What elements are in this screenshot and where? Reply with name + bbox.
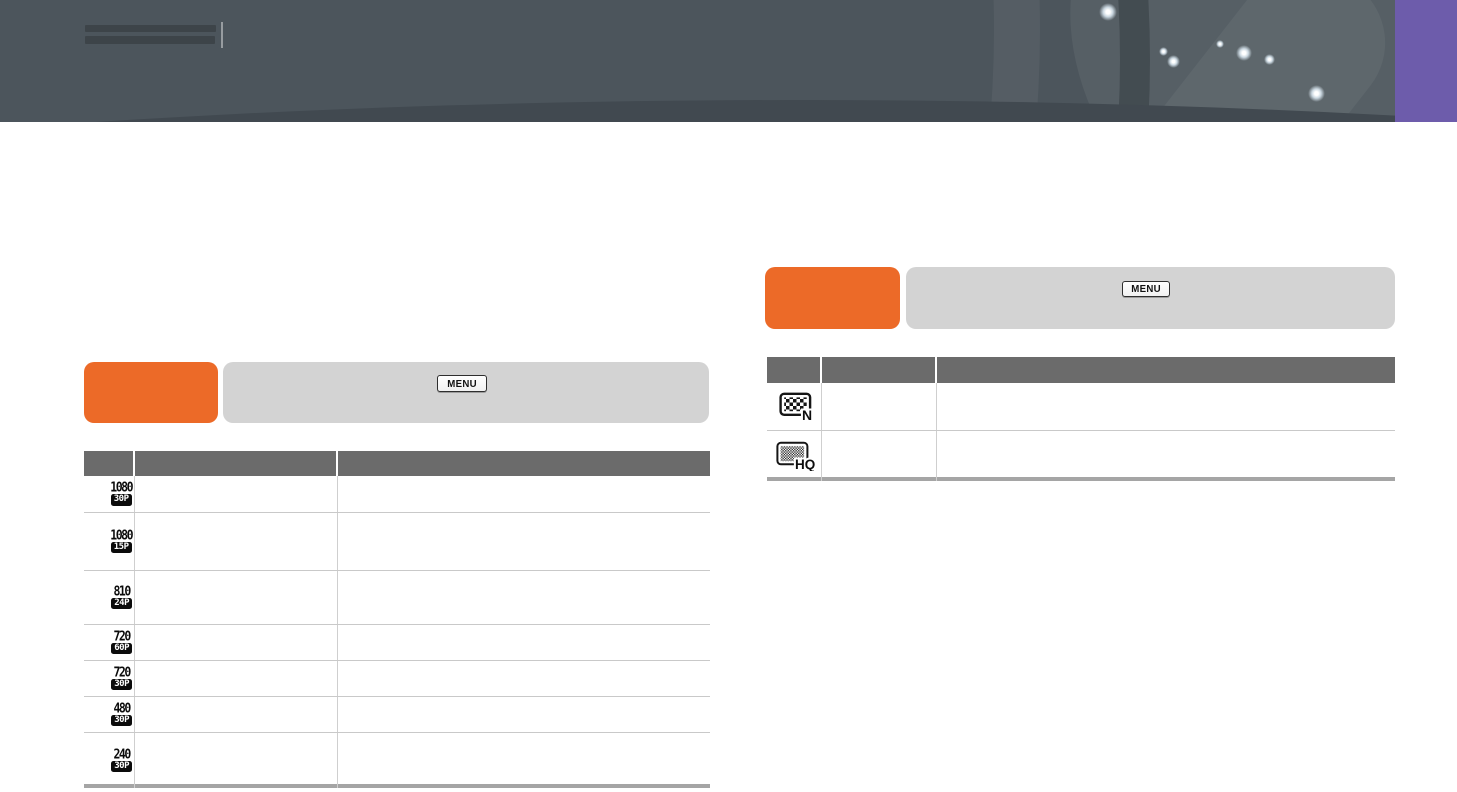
- icon-resolution-text: 1080: [110, 479, 133, 496]
- header-subtitle-placeholder: [85, 36, 215, 44]
- header-cell-description: [937, 357, 1395, 383]
- video-size-810-24p-icon: 810 24P: [111, 582, 132, 610]
- icon-resolution-text: 480: [113, 699, 131, 716]
- description-cell: [338, 733, 710, 788]
- video-quality-hq-icon: HQ HQ: [776, 441, 817, 471]
- quality-cell: [822, 383, 937, 430]
- icon-resolution-text: 720: [113, 627, 131, 644]
- header-sparkle-dot: [1236, 45, 1252, 61]
- video-quality-normal-icon: N N: [779, 392, 814, 422]
- header-cell-icon: [84, 451, 135, 476]
- page-header: [0, 0, 1457, 122]
- table-row: 240 30P: [84, 733, 710, 788]
- table-row: HQ HQ: [767, 431, 1395, 481]
- description-cell: [338, 625, 710, 660]
- icon-framerate-text: 30P: [111, 714, 132, 727]
- table-row: 1080 30P: [84, 476, 710, 513]
- svg-text:N: N: [802, 407, 812, 422]
- icon-framerate-text: 24P: [111, 597, 132, 610]
- description-cell: [338, 697, 710, 732]
- header-sparkle-dot: [1308, 85, 1325, 102]
- header-cell-recommended: [338, 451, 710, 476]
- video-size-1080-30p-icon: 1080 30P: [110, 479, 133, 506]
- video-size-1080-15p-icon: 1080 15P: [110, 526, 133, 554]
- header-swoosh-dark-arc: [0, 0, 1150, 122]
- table-row: 810 24P: [84, 571, 710, 625]
- size-cell: [135, 661, 338, 696]
- description-cell: [338, 571, 710, 624]
- video-quality-table: N N HQ HQ: [767, 357, 1395, 481]
- icon-framerate-text: 30P: [111, 760, 132, 773]
- table-header-row: [84, 451, 710, 476]
- svg-text:N: N: [802, 407, 812, 422]
- icon-framerate-text: 30P: [111, 678, 132, 691]
- instruction-panel-right: MENU: [906, 267, 1395, 329]
- icon-resolution-text: 720: [113, 663, 131, 680]
- mode-badge-left: [84, 362, 218, 423]
- size-cell: [135, 571, 338, 624]
- size-cell: [135, 476, 338, 512]
- header-title-divider: [221, 22, 223, 48]
- size-cell: [135, 697, 338, 732]
- header-title-placeholder: [85, 25, 216, 32]
- icon-resolution-text: 240: [113, 745, 131, 762]
- description-cell: [338, 661, 710, 696]
- size-cell: [135, 625, 338, 660]
- svg-text:HQ: HQ: [795, 457, 815, 471]
- table-row: 720 30P: [84, 661, 710, 697]
- header-sparkle-dot: [1216, 40, 1224, 48]
- header-cell-quality: [822, 357, 937, 383]
- quality-cell: [822, 431, 937, 481]
- table-row: N N: [767, 383, 1395, 431]
- icon-framerate-text: 30P: [110, 494, 132, 506]
- header-sparkle-dot: [1167, 55, 1180, 68]
- header-sparkle-dot: [1264, 54, 1275, 65]
- size-cell: [135, 513, 338, 570]
- table-row: 720 60P: [84, 625, 710, 661]
- menu-key-icon: MENU: [437, 375, 487, 392]
- video-size-480-30p-icon: 480 30P: [111, 699, 132, 727]
- icon-framerate-text: 15P: [110, 541, 132, 554]
- menu-key-label: MENU: [1131, 283, 1161, 295]
- video-size-720-30p-icon: 720 30P: [111, 663, 132, 691]
- description-cell: [937, 383, 1395, 430]
- table-row: 480 30P: [84, 697, 710, 733]
- svg-text:HQ: HQ: [795, 457, 815, 471]
- header-cell-icon: [767, 357, 822, 383]
- header-sparkle-dot: [1099, 3, 1117, 21]
- instruction-panel-left: MENU: [223, 362, 709, 423]
- description-cell: [338, 476, 710, 512]
- size-cell: [135, 733, 338, 788]
- video-size-240-30p-icon: 240 30P: [111, 745, 132, 773]
- video-size-720-60p-icon: 720 60P: [111, 627, 132, 655]
- header-accent-purple-block: [1395, 0, 1457, 122]
- menu-key-icon: MENU: [1122, 281, 1170, 297]
- header-sparkle-dot: [1159, 47, 1168, 56]
- menu-key-label: MENU: [447, 377, 477, 390]
- mode-badge-right: [765, 267, 900, 329]
- table-row: 1080 15P: [84, 513, 710, 571]
- table-header-row: [767, 357, 1395, 383]
- icon-resolution-text: 810: [113, 582, 131, 599]
- icon-framerate-text: 60P: [111, 642, 132, 655]
- description-cell: [338, 513, 710, 570]
- icon-resolution-text: 1080: [110, 526, 133, 543]
- description-cell: [937, 431, 1395, 481]
- header-cell-size: [135, 451, 338, 476]
- video-size-table: 1080 30P 1080 15P 810 24P: [84, 451, 710, 788]
